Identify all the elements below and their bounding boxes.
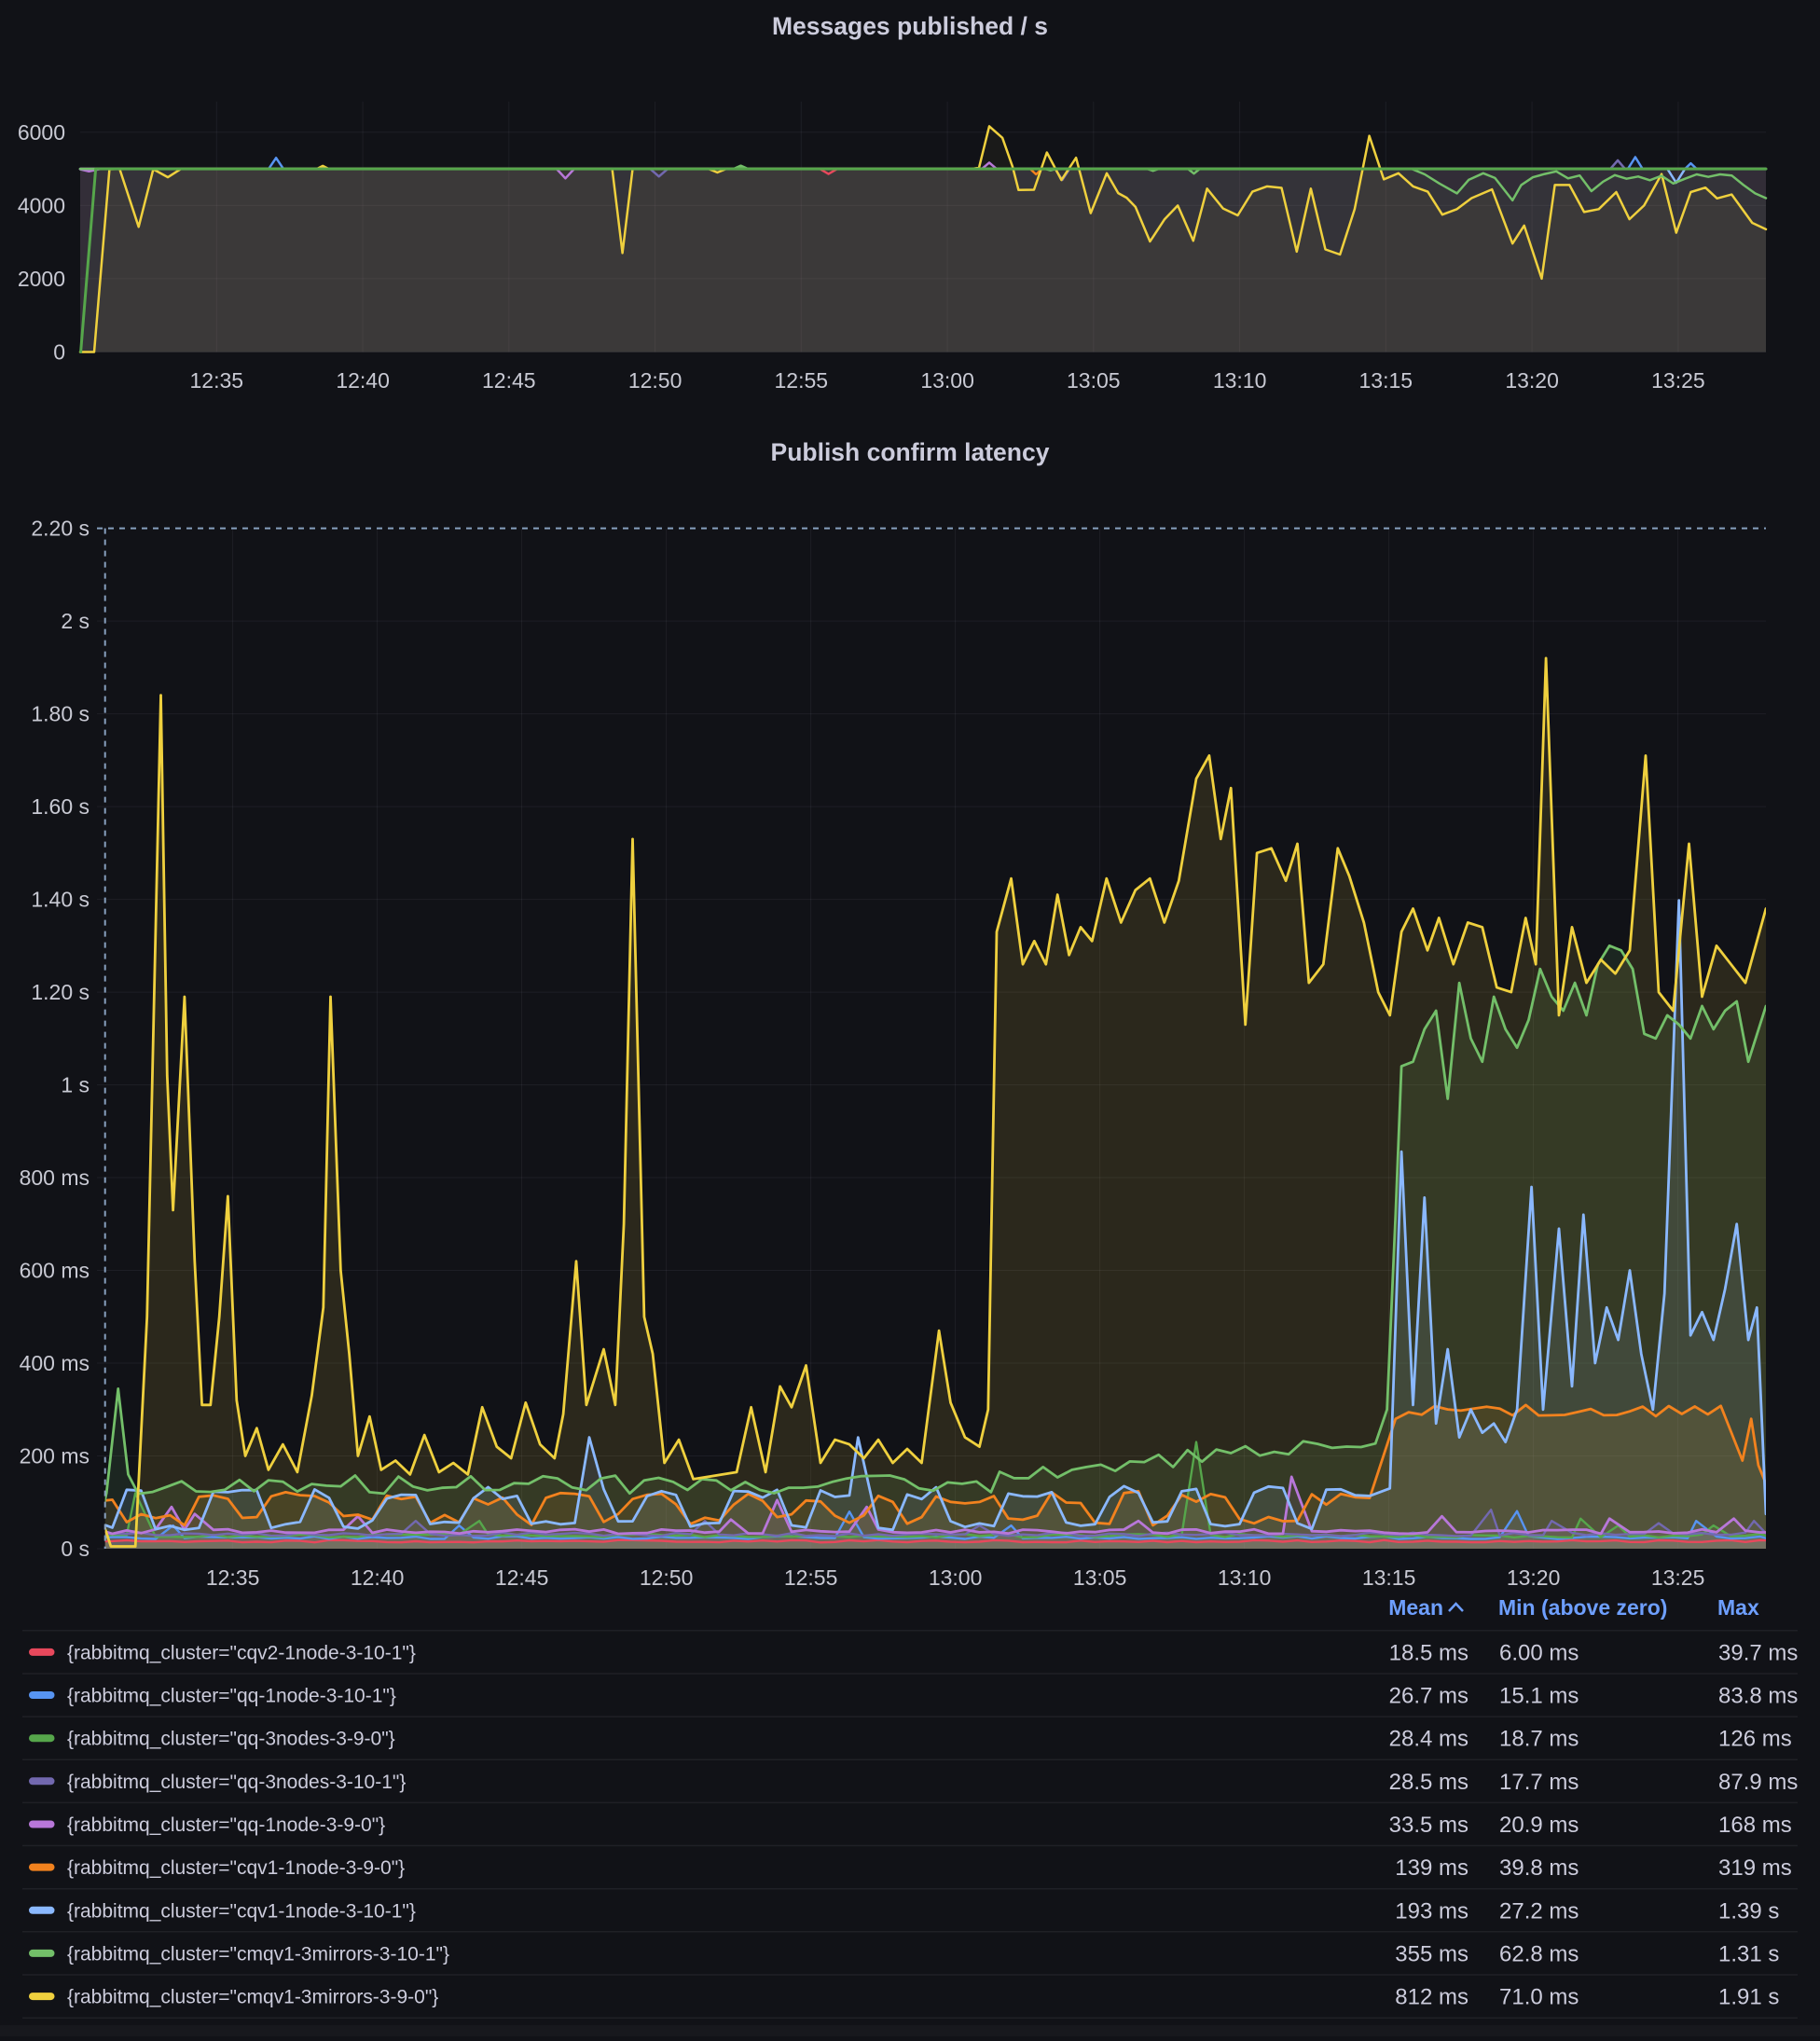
svg-text:12:55: 12:55	[775, 368, 829, 393]
svg-text:26.7 ms: 26.7 ms	[1389, 1684, 1468, 1709]
svg-text:12:35: 12:35	[190, 368, 244, 393]
svg-text:Mean: Mean	[1388, 1595, 1443, 1620]
svg-text:{rabbitmq_cluster="qq-1node-3-: {rabbitmq_cluster="qq-1node-3-10-1"}	[67, 1686, 396, 1707]
svg-text:812 ms: 812 ms	[1395, 1985, 1468, 2010]
svg-text:800 ms: 800 ms	[20, 1165, 90, 1190]
svg-text:Publish confirm latency: Publish confirm latency	[771, 438, 1050, 466]
svg-text:2000: 2000	[18, 267, 65, 291]
svg-text:87.9 ms: 87.9 ms	[1718, 1770, 1798, 1795]
svg-text:13:15: 13:15	[1359, 368, 1413, 393]
svg-text:13:20: 13:20	[1507, 1565, 1561, 1590]
svg-text:355 ms: 355 ms	[1395, 1941, 1468, 1966]
svg-text:28.5 ms: 28.5 ms	[1389, 1770, 1468, 1795]
svg-text:17.7 ms: 17.7 ms	[1499, 1770, 1579, 1795]
svg-text:13:05: 13:05	[1067, 368, 1121, 393]
svg-text:400 ms: 400 ms	[20, 1351, 90, 1375]
svg-text:12:35: 12:35	[206, 1565, 260, 1590]
svg-text:{rabbitmq_cluster="qq-3nodes-3: {rabbitmq_cluster="qq-3nodes-3-9-0"}	[67, 1729, 395, 1750]
svg-text:600 ms: 600 ms	[20, 1259, 90, 1283]
svg-text:12:40: 12:40	[336, 368, 390, 393]
svg-text:33.5 ms: 33.5 ms	[1389, 1813, 1468, 1838]
svg-text:39.8 ms: 39.8 ms	[1499, 1855, 1579, 1881]
svg-text:2 s: 2 s	[61, 609, 90, 633]
svg-text:13:20: 13:20	[1505, 368, 1559, 393]
svg-text:18.5 ms: 18.5 ms	[1389, 1640, 1468, 1665]
svg-text:83.8 ms: 83.8 ms	[1718, 1684, 1798, 1709]
svg-text:13:25: 13:25	[1651, 1565, 1705, 1590]
svg-text:1 s: 1 s	[61, 1073, 90, 1097]
svg-text:12:50: 12:50	[640, 1565, 694, 1590]
svg-text:200 ms: 200 ms	[20, 1444, 90, 1469]
svg-text:13:10: 13:10	[1213, 368, 1267, 393]
svg-text:1.20 s: 1.20 s	[31, 980, 90, 1004]
svg-text:13:25: 13:25	[1651, 368, 1705, 393]
svg-text:6.00 ms: 6.00 ms	[1499, 1640, 1579, 1665]
svg-text:{rabbitmq_cluster="cqv1-1node-: {rabbitmq_cluster="cqv1-1node-3-10-1"}	[67, 1900, 416, 1922]
svg-text:1.40 s: 1.40 s	[31, 888, 90, 912]
svg-text:1.80 s: 1.80 s	[31, 702, 90, 726]
svg-text:Min (above zero): Min (above zero)	[1498, 1595, 1667, 1620]
svg-text:{rabbitmq_cluster="cqv2-1node-: {rabbitmq_cluster="cqv2-1node-3-10-1"}	[67, 1642, 416, 1663]
svg-text:1.31 s: 1.31 s	[1718, 1941, 1779, 1966]
svg-text:13:05: 13:05	[1073, 1565, 1127, 1590]
svg-text:193 ms: 193 ms	[1395, 1898, 1468, 1924]
svg-text:{rabbitmq_cluster="qq-3nodes-3: {rabbitmq_cluster="qq-3nodes-3-10-1"}	[67, 1772, 406, 1793]
svg-text:319 ms: 319 ms	[1718, 1855, 1792, 1881]
svg-text:62.8 ms: 62.8 ms	[1499, 1941, 1579, 1966]
svg-text:0 s: 0 s	[61, 1537, 90, 1561]
svg-text:39.7 ms: 39.7 ms	[1718, 1640, 1798, 1665]
svg-text:13:00: 13:00	[929, 1565, 983, 1590]
svg-text:{rabbitmq_cluster="cqv1-1node-: {rabbitmq_cluster="cqv1-1node-3-9-0"}	[67, 1857, 405, 1879]
svg-text:28.4 ms: 28.4 ms	[1389, 1727, 1468, 1752]
svg-text:Messages published / s: Messages published / s	[772, 12, 1048, 40]
svg-text:12:45: 12:45	[495, 1565, 549, 1590]
svg-text:18.7 ms: 18.7 ms	[1499, 1727, 1579, 1752]
svg-text:1.39 s: 1.39 s	[1718, 1898, 1779, 1924]
svg-text:1.91 s: 1.91 s	[1718, 1985, 1779, 2010]
svg-text:126 ms: 126 ms	[1718, 1727, 1792, 1752]
svg-text:71.0 ms: 71.0 ms	[1499, 1985, 1579, 2010]
svg-text:13:00: 13:00	[920, 368, 974, 393]
svg-text:15.1 ms: 15.1 ms	[1499, 1684, 1579, 1709]
svg-text:1.60 s: 1.60 s	[31, 794, 90, 819]
svg-text:168 ms: 168 ms	[1718, 1813, 1792, 1838]
svg-text:12:40: 12:40	[351, 1565, 405, 1590]
svg-text:139 ms: 139 ms	[1395, 1855, 1468, 1881]
svg-text:{rabbitmq_cluster="cmqv1-3mirr: {rabbitmq_cluster="cmqv1-3mirrors-3-10-1…	[67, 1943, 449, 1965]
svg-text:6000: 6000	[18, 120, 65, 145]
svg-text:2.20 s: 2.20 s	[31, 517, 90, 541]
svg-text:{rabbitmq_cluster="qq-1node-3-: {rabbitmq_cluster="qq-1node-3-9-0"}	[67, 1814, 385, 1836]
svg-text:12:55: 12:55	[784, 1565, 838, 1590]
svg-text:12:45: 12:45	[482, 368, 536, 393]
svg-text:{rabbitmq_cluster="cmqv1-3mirr: {rabbitmq_cluster="cmqv1-3mirrors-3-9-0"…	[67, 1987, 438, 2008]
svg-text:13:15: 13:15	[1362, 1565, 1416, 1590]
svg-text:27.2 ms: 27.2 ms	[1499, 1898, 1579, 1924]
svg-text:Max: Max	[1717, 1595, 1759, 1620]
svg-text:0: 0	[53, 340, 65, 365]
svg-text:13:10: 13:10	[1218, 1565, 1272, 1590]
svg-text:12:50: 12:50	[628, 368, 682, 393]
svg-text:4000: 4000	[18, 193, 65, 217]
svg-text:20.9 ms: 20.9 ms	[1499, 1813, 1579, 1838]
